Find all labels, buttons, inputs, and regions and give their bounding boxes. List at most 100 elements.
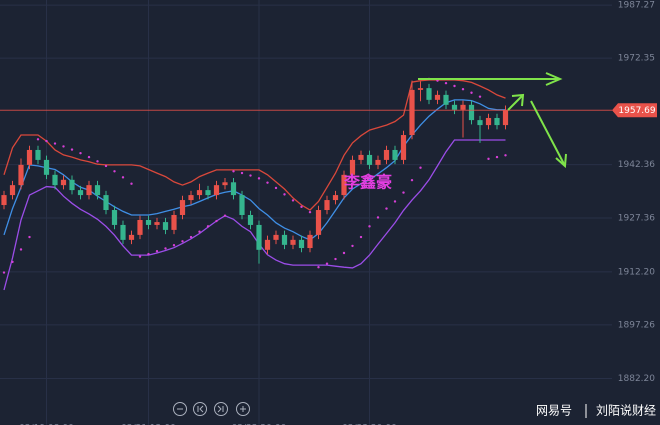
indicator-dot xyxy=(410,178,414,182)
candle-body xyxy=(128,234,135,240)
candle-body xyxy=(94,185,101,196)
candle-body xyxy=(332,195,339,201)
indicator-dot xyxy=(113,170,116,173)
candle-body xyxy=(315,210,322,235)
candle-body xyxy=(485,117,492,126)
candle-body xyxy=(230,182,237,196)
indicator-dot xyxy=(376,216,380,219)
candle-body xyxy=(264,239,271,250)
candle-body xyxy=(375,159,381,165)
candle-body xyxy=(239,195,245,215)
candle-body xyxy=(349,159,356,175)
indicator-dot xyxy=(317,266,320,269)
y-tick-label: 1912.20 xyxy=(618,267,655,277)
candle-body xyxy=(460,104,466,110)
next-button[interactable] xyxy=(214,402,228,416)
overlay: 1957.69 xyxy=(0,103,657,118)
candle-body xyxy=(247,214,254,225)
indicator-dot xyxy=(300,205,303,209)
indicator-line xyxy=(3,139,506,291)
indicator-dot xyxy=(436,79,439,82)
indicator-line xyxy=(3,79,506,211)
controls xyxy=(173,402,250,416)
candle-body xyxy=(222,182,228,186)
candle-body xyxy=(171,214,177,230)
indicator-dot xyxy=(104,164,108,168)
candle-body xyxy=(417,88,424,90)
indicator-dot xyxy=(223,214,227,217)
y-tick-label: 1897.26 xyxy=(618,320,655,330)
candle-body xyxy=(137,219,143,235)
indicator-dot xyxy=(28,235,31,239)
candle-body xyxy=(426,88,432,100)
indicator-dot xyxy=(96,160,99,163)
indicator-dot xyxy=(53,142,57,145)
y-tick-label: 1987.27 xyxy=(618,1,655,11)
x-tick-label: 02/19 08:00 xyxy=(19,424,74,425)
indicator-dot xyxy=(45,139,48,143)
candle-body xyxy=(188,195,194,201)
x-tick-label: 02/23 20:00 xyxy=(342,424,397,425)
y-tick-label: 1927.36 xyxy=(618,213,655,223)
candle-body xyxy=(26,149,33,165)
indicator-dot xyxy=(198,230,201,233)
indicator-dot xyxy=(283,193,286,196)
arrow-head xyxy=(555,153,567,169)
indicator-dot xyxy=(121,176,125,179)
candle-body xyxy=(205,190,211,196)
indicator-dot xyxy=(487,157,490,161)
last-price-label: 1957.69 xyxy=(618,106,655,116)
candle-body xyxy=(273,234,279,240)
indicator-dot xyxy=(240,171,244,175)
indicator-dot xyxy=(419,166,422,169)
candle-body xyxy=(307,234,313,249)
indicator-dot xyxy=(385,207,388,210)
indicator-dot xyxy=(495,155,499,159)
prev-button[interactable] xyxy=(193,402,207,416)
candle-body xyxy=(324,200,330,211)
indicator-dot xyxy=(181,240,184,243)
indicator-dot xyxy=(70,148,74,151)
candle-body xyxy=(451,104,458,110)
candle-body xyxy=(196,190,203,196)
indicator-dot xyxy=(368,225,371,228)
candle-body xyxy=(1,195,7,206)
arrow-line xyxy=(530,100,565,165)
arrows xyxy=(418,72,567,169)
candle-body xyxy=(111,210,118,225)
indicator-dot xyxy=(453,84,456,88)
indicator-dot xyxy=(164,247,167,250)
candle-body xyxy=(502,110,509,126)
candle-body xyxy=(358,154,364,160)
indicator-dot xyxy=(504,154,507,157)
indicator-dot xyxy=(266,181,269,184)
footer-author: 刘陌说财经 xyxy=(596,403,656,418)
candle-body xyxy=(179,200,186,215)
indicator-dot xyxy=(478,95,482,98)
arrow-head xyxy=(545,72,563,86)
candle-body xyxy=(341,174,347,196)
candle-body xyxy=(103,195,109,211)
zoom-out-button[interactable] xyxy=(173,402,187,416)
indicator-dot xyxy=(402,191,405,194)
indicator-dot xyxy=(470,91,473,94)
indicator-dot xyxy=(461,87,465,91)
indicator-dot xyxy=(138,255,142,258)
x-tick-label: 02/22 20:00 xyxy=(232,424,287,425)
indicator-dot xyxy=(359,235,363,239)
y-tick-label: 1882.20 xyxy=(618,374,655,384)
indicator-dot xyxy=(79,151,82,155)
zoom-in-button[interactable] xyxy=(236,402,250,416)
last-price-tag xyxy=(612,103,657,118)
candle-body xyxy=(281,234,288,245)
indicator-dot xyxy=(393,200,397,203)
candle-body xyxy=(35,149,41,160)
arrow-line xyxy=(507,95,523,111)
candle-body xyxy=(86,185,92,196)
indicator-dot xyxy=(130,182,133,185)
candle-body xyxy=(120,224,126,240)
candle-body xyxy=(298,239,305,249)
